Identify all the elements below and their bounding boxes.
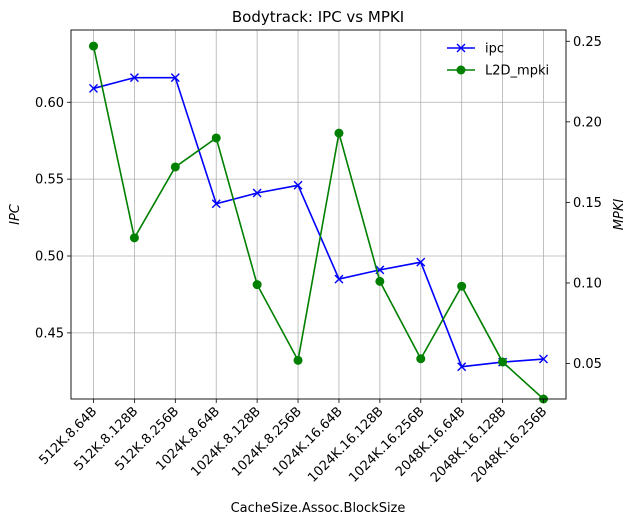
y-left-tick-label: 0.60 (35, 96, 64, 111)
data-point (211, 199, 221, 209)
x-tick-label: 2048K.16.128B (428, 404, 509, 485)
data-point (252, 188, 262, 198)
data-point (293, 355, 303, 365)
data-point (457, 362, 467, 372)
legend-label: ipc (485, 42, 504, 57)
legend-entry: L2D_mpki (447, 64, 549, 79)
data-point (170, 162, 180, 172)
series-line (93, 76, 544, 368)
x-tick-label: 1024K.16.128B (305, 404, 386, 485)
y-axis-right-ticks: 0.05 0.10 0.15 0.20 0.25 (566, 35, 602, 372)
series-ipc (89, 73, 548, 372)
series-line (92, 45, 545, 400)
data-point (457, 281, 467, 291)
x-tick-label: 1024K.16.64B (270, 404, 346, 480)
chart-title: Bodytrack: IPC vs MPKI (232, 8, 404, 26)
x-axis-ticks: 512K.8.64B512K.8.128B512K.8.256B1024K.8.… (36, 399, 550, 486)
x-tick-label: 2048K.16.64B (393, 404, 469, 480)
x-tick-label: 1024K.8.128B (188, 404, 264, 480)
grid-lines (71, 30, 566, 399)
legend: ipc L2D_mpki (447, 42, 549, 79)
data-point (89, 41, 98, 51)
legend-entry: ipc (447, 42, 504, 57)
data-point (129, 73, 139, 83)
data-point (334, 274, 344, 284)
plot-frame (70, 29, 567, 400)
y-right-tick-label: 0.25 (573, 35, 602, 50)
series-layer (89, 41, 548, 404)
data-point (211, 133, 221, 143)
x-tick-label: 1024K.8.256B (229, 404, 305, 480)
data-point (539, 354, 548, 364)
y-left-tick-label: 0.55 (35, 173, 64, 188)
x-tick-label: 1024K.16.256B (346, 404, 427, 485)
data-point (416, 354, 426, 364)
y-axis-right-label: MPKI (612, 199, 627, 231)
data-point (375, 276, 385, 286)
y-axis-left-ticks: 0.45 0.50 0.55 0.60 (35, 96, 71, 341)
legend-label: L2D_mpki (485, 64, 549, 79)
y-left-tick-label: 0.50 (35, 250, 64, 265)
data-point (416, 257, 426, 267)
y-axis-left-label: IPC (8, 203, 23, 225)
data-point (293, 180, 303, 190)
series-l2d-mpki (89, 41, 548, 404)
data-point (252, 280, 262, 290)
legend-marker (456, 65, 466, 75)
legend-marker (456, 43, 466, 53)
x-tick-label: 2048K.16.256B (469, 404, 550, 485)
y-right-tick-label: 0.15 (573, 196, 602, 211)
data-point (334, 128, 344, 138)
data-point (498, 357, 508, 367)
y-right-tick-label: 0.20 (573, 115, 602, 130)
y-left-tick-label: 0.45 (35, 326, 64, 341)
y-right-tick-label: 0.05 (573, 357, 602, 372)
data-point (170, 73, 180, 83)
data-point (89, 83, 98, 93)
data-point (129, 233, 139, 243)
x-axis-label: CacheSize.Assoc.BlockSize (231, 501, 406, 516)
y-right-tick-label: 0.10 (573, 276, 602, 291)
